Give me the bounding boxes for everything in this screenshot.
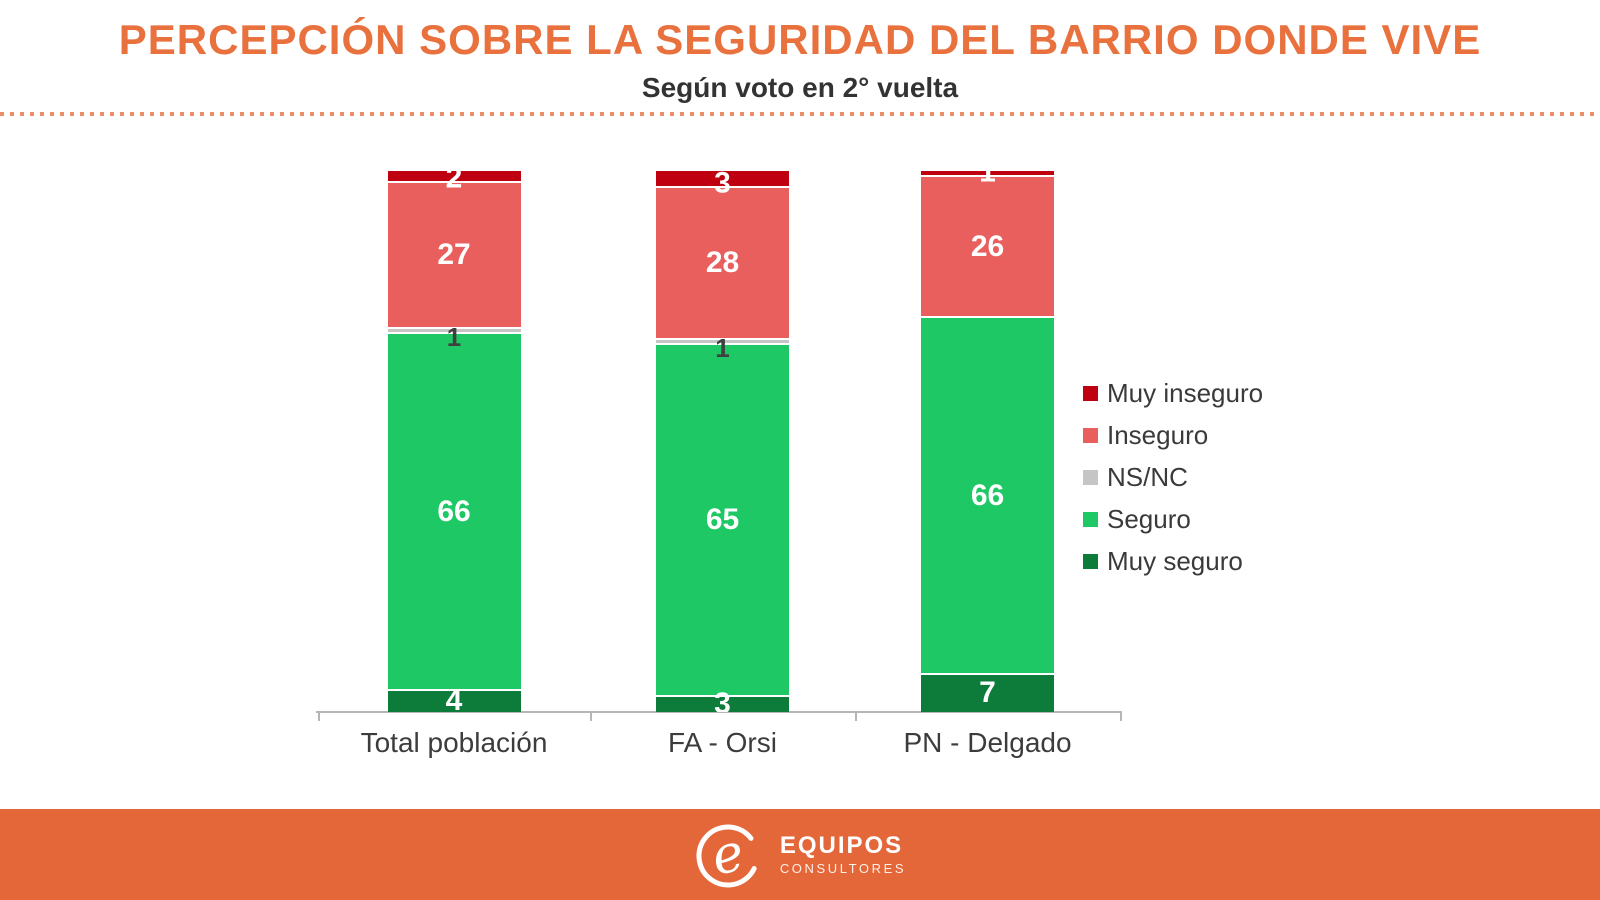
segment-separator (656, 343, 789, 346)
axis-tick (590, 711, 592, 721)
legend-swatch-icon (1083, 386, 1098, 401)
bar-1: 2 27 1 66 4 (387, 171, 521, 712)
x-axis-label: Total población (360, 727, 548, 758)
segment (387, 171, 521, 182)
x-axis-line (316, 711, 1122, 713)
bar-3: 1 26 66 7 (921, 171, 1054, 712)
segment-separator (387, 326, 521, 329)
x-axis-label: FA - Orsi (668, 727, 777, 758)
legend-label: Seguro (1107, 504, 1191, 534)
legend-item: Seguro (1083, 504, 1263, 534)
x-axis-label: PN - Delgado (903, 727, 1072, 758)
segment-separator (387, 180, 521, 183)
segment-separator (656, 337, 789, 340)
footer-bar: e EQUIPOS CONSULTORES (0, 809, 1600, 900)
segment-separator (656, 694, 789, 697)
value-label: 3 (714, 171, 731, 200)
logo-e-icon: e (696, 822, 760, 887)
segment (656, 344, 789, 696)
value-label: 65 (705, 502, 740, 536)
value-label: 4 (445, 684, 463, 712)
logo-brand-sub: CONSULTORES (779, 861, 907, 876)
legend-swatch-icon (1083, 554, 1098, 569)
value-label: 26 (970, 229, 1005, 263)
segment (387, 181, 521, 328)
legend-item: Muy inseguro (1083, 378, 1264, 408)
value-label: 2 (445, 171, 463, 195)
value-label: 1 (446, 322, 462, 353)
value-label: 28 (705, 245, 740, 279)
value-label: 1 (979, 171, 996, 189)
legend-item: Inseguro (1083, 420, 1263, 450)
segment-separator (656, 186, 789, 189)
segment-separator (387, 332, 521, 335)
segment-separator (921, 673, 1054, 676)
logo-brand: EQUIPOS (779, 832, 904, 859)
value-label: 3 (714, 686, 731, 712)
segment (921, 317, 1054, 675)
segment (656, 695, 789, 712)
dotted-divider (0, 112, 1600, 116)
bar-2: 3 28 1 65 3 (656, 171, 789, 712)
legend-swatch-icon (1083, 428, 1098, 443)
segment (656, 338, 789, 345)
axis-tick (318, 711, 320, 721)
segment (921, 176, 1054, 318)
legend-label: Inseguro (1107, 420, 1209, 450)
segment (656, 171, 789, 188)
segment (387, 327, 521, 334)
page-title: PERCEPCIÓN SOBRE LA SEGURIDAD DEL BARRIO… (118, 16, 1482, 63)
segment (387, 690, 521, 712)
page-subtitle: Según voto en 2° vuelta (641, 72, 959, 103)
legend-swatch-icon (1083, 512, 1098, 527)
value-label: 1 (715, 333, 730, 364)
legend-label: Muy seguro (1107, 546, 1243, 576)
value-label: 66 (437, 494, 471, 528)
segment (921, 674, 1054, 712)
segment (656, 187, 789, 339)
value-label: 27 (437, 237, 471, 271)
chart-legend: Muy inseguro Inseguro NS/NC Seguro Muy segur… (1083, 378, 1264, 590)
axis-tick (1120, 711, 1122, 721)
legend-item: Muy seguro (1083, 546, 1263, 576)
axis-tick (855, 711, 857, 721)
segment (387, 333, 521, 691)
legend-item: NS/NC (1083, 462, 1263, 492)
value-label: 7 (979, 676, 996, 710)
segment-separator (387, 689, 521, 692)
segment (921, 171, 1054, 177)
segment-separator (921, 316, 1054, 319)
legend-label: Muy inseguro (1107, 378, 1264, 408)
value-label: 66 (970, 478, 1005, 512)
legend-label: NS/NC (1107, 462, 1188, 492)
legend-swatch-icon (1083, 470, 1098, 485)
segment-separator (921, 175, 1054, 178)
logo-text: EQUIPOS CONSULTORES (779, 832, 907, 876)
equipos-logo: e EQUIPOS CONSULTORES (694, 816, 906, 894)
